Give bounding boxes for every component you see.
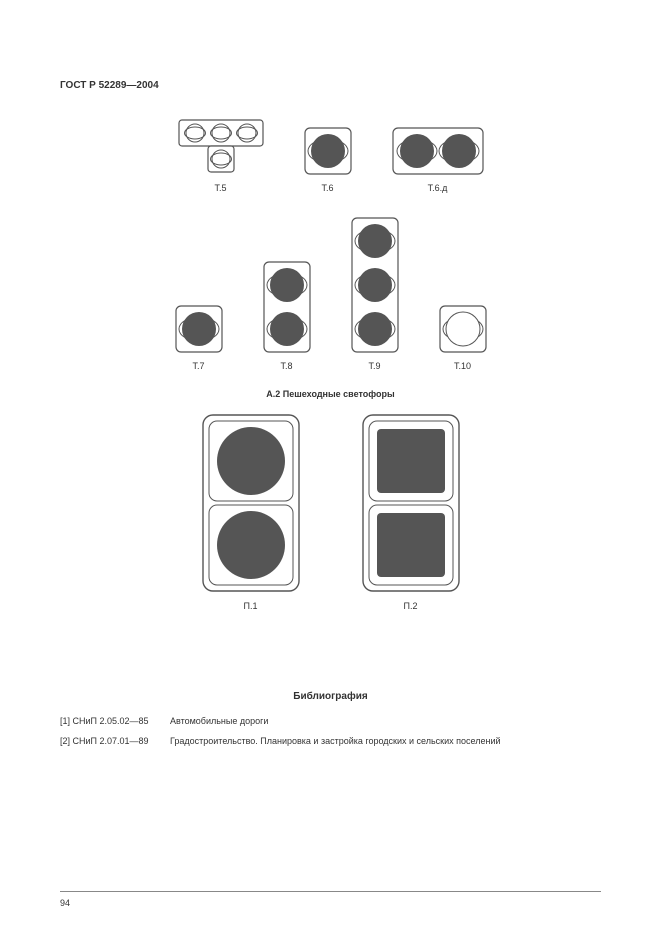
- signal-t9-label: Т.9: [368, 361, 380, 371]
- bibliography-desc: Градостроительство. Планировка и застрой…: [170, 736, 601, 746]
- bibliography-row: [1] СНиП 2.05.02—85 Автомобильные дороги: [60, 716, 601, 726]
- bibliography-title: Библиография: [60, 691, 601, 702]
- signal-p1-svg: [201, 413, 301, 593]
- signal-t7: Т.7: [175, 305, 223, 371]
- signal-t6d: Т.6.д: [392, 127, 484, 193]
- section-2-title: А.2 Пешеходные светофоры: [60, 389, 601, 399]
- signal-t8: Т.8: [263, 261, 311, 371]
- signal-t6d-label: Т.6.д: [428, 183, 448, 193]
- signal-t6-label: Т.6: [321, 183, 333, 193]
- signals-row-1: Т.5 Т.6 Т.6.д: [60, 119, 601, 193]
- signal-t9: Т.9: [351, 217, 399, 371]
- signal-t7-label: Т.7: [192, 361, 204, 371]
- signal-t10: Т.10: [439, 305, 487, 371]
- signal-t5: Т.5: [178, 119, 264, 193]
- document-page: ГОСТ Р 52289—2004: [0, 0, 661, 936]
- footer-rule: [60, 891, 601, 892]
- signal-p2-svg: [361, 413, 461, 593]
- signal-t7-svg: [175, 305, 223, 353]
- signals-row-3: П.1 П.2: [60, 413, 601, 611]
- signal-p2: П.2: [361, 413, 461, 611]
- signal-t8-label: Т.8: [280, 361, 292, 371]
- signal-t6: Т.6: [304, 127, 352, 193]
- signal-t8-svg: [263, 261, 311, 353]
- bibliography-desc: Автомобильные дороги: [170, 716, 601, 726]
- page-number: 94: [60, 898, 70, 908]
- signal-t6-svg: [304, 127, 352, 175]
- document-header: ГОСТ Р 52289—2004: [60, 80, 601, 91]
- signal-t10-label: Т.10: [454, 361, 471, 371]
- signal-p1-label: П.1: [244, 601, 258, 611]
- signal-p2-label: П.2: [404, 601, 418, 611]
- signal-t6d-svg: [392, 127, 484, 175]
- signals-row-2: Т.7 Т.8 Т.9: [60, 217, 601, 371]
- signal-t9-svg: [351, 217, 399, 353]
- signal-t10-svg: [439, 305, 487, 353]
- signal-p1: П.1: [201, 413, 301, 611]
- bibliography-ref: [2] СНиП 2.07.01—89: [60, 736, 170, 746]
- signal-t5-label: Т.5: [214, 183, 226, 193]
- signal-t5-svg: [178, 119, 264, 175]
- bibliography-row: [2] СНиП 2.07.01—89 Градостроительство. …: [60, 736, 601, 746]
- bibliography-ref: [1] СНиП 2.05.02—85: [60, 716, 170, 726]
